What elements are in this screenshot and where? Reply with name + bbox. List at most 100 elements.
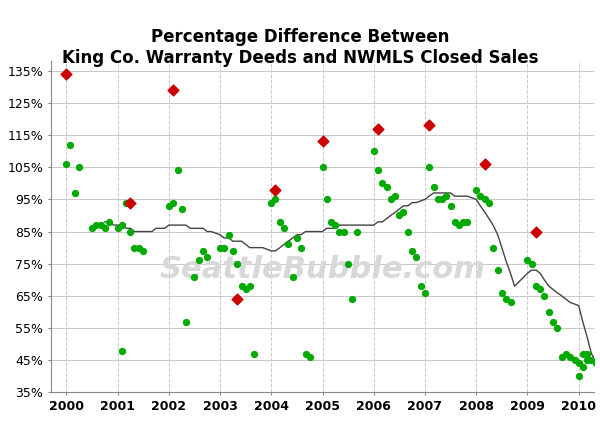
Point (125, 228, 135, 235)
Point (506, 299, 515, 306)
Point (395, 212, 404, 219)
Point (62, 71, 71, 78)
Point (424, 164, 434, 170)
Point (565, 354, 575, 361)
Point (177, 205, 187, 212)
Point (377, 180, 387, 187)
Point (202, 254, 212, 261)
Point (472, 186, 481, 193)
Point (168, 199, 178, 206)
Point (322, 196, 331, 203)
Point (130, 244, 139, 251)
Point (578, 350, 587, 357)
Point (91, 221, 101, 228)
Point (539, 293, 549, 300)
Point (292, 235, 302, 242)
Point (369, 148, 379, 155)
Point (429, 183, 439, 190)
Point (96, 221, 106, 228)
Point (113, 225, 122, 232)
Point (553, 324, 562, 331)
Point (104, 218, 113, 225)
Point (570, 357, 580, 364)
Point (574, 373, 583, 380)
Point (523, 257, 532, 264)
Point (347, 296, 357, 303)
Point (583, 357, 592, 364)
Point (241, 286, 250, 293)
Point (574, 360, 583, 367)
Point (416, 283, 425, 290)
Point (591, 360, 600, 367)
Point (62, 160, 71, 167)
Point (463, 218, 472, 225)
Point (437, 196, 446, 203)
Point (488, 244, 498, 251)
Point (271, 186, 280, 193)
Point (403, 228, 413, 235)
Point (561, 350, 571, 357)
Point (458, 218, 468, 225)
Point (352, 228, 362, 235)
Point (335, 228, 344, 235)
Point (199, 247, 208, 254)
Point (65, 141, 75, 148)
Point (442, 193, 451, 200)
Point (475, 193, 485, 200)
Point (173, 167, 182, 174)
Point (288, 273, 298, 280)
Point (305, 354, 314, 361)
Point (232, 260, 242, 267)
Point (544, 309, 554, 316)
Point (190, 273, 199, 280)
Point (266, 199, 276, 206)
Point (271, 196, 280, 203)
Point (283, 241, 293, 248)
Point (480, 160, 490, 167)
Point (493, 267, 502, 274)
Point (343, 260, 353, 267)
Point (237, 283, 247, 290)
Point (412, 254, 421, 261)
Point (181, 318, 191, 325)
Point (339, 228, 349, 235)
Point (164, 202, 173, 209)
Point (535, 286, 545, 293)
Point (74, 164, 84, 170)
Point (527, 260, 536, 267)
Point (220, 244, 229, 251)
Point (125, 199, 135, 206)
Point (326, 218, 336, 225)
Point (232, 296, 242, 303)
Point (501, 296, 511, 303)
Point (433, 196, 443, 203)
Text: SeattleBubble.com: SeattleBubble.com (160, 255, 485, 284)
Point (587, 357, 596, 364)
Point (583, 350, 592, 357)
Point (100, 225, 110, 232)
Point (373, 167, 383, 174)
Point (557, 354, 566, 361)
Point (134, 244, 144, 251)
Point (532, 283, 541, 290)
Point (532, 228, 541, 235)
Point (398, 209, 408, 216)
Point (117, 347, 127, 354)
Point (386, 196, 395, 203)
Point (279, 225, 289, 232)
Point (70, 190, 80, 197)
Point (407, 247, 417, 254)
Point (484, 199, 494, 206)
Point (480, 196, 490, 203)
Point (454, 221, 464, 228)
Point (87, 225, 97, 232)
Point (450, 218, 460, 225)
Point (391, 193, 400, 200)
Text: Percentage Difference Between
King Co. Warranty Deeds and NWMLS Closed Sales: Percentage Difference Between King Co. W… (62, 28, 538, 67)
Point (446, 202, 455, 209)
Point (139, 247, 148, 254)
Point (318, 138, 328, 145)
Point (224, 231, 233, 238)
Point (318, 164, 328, 170)
Point (373, 125, 383, 132)
